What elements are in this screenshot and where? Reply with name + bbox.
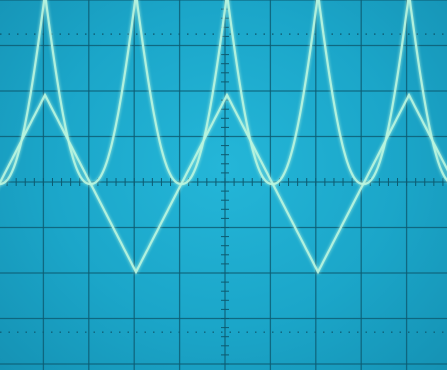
trace-triangle-wave [0,92,447,275]
trace-layer [0,0,447,275]
trace-rectified-wave [0,0,447,186]
